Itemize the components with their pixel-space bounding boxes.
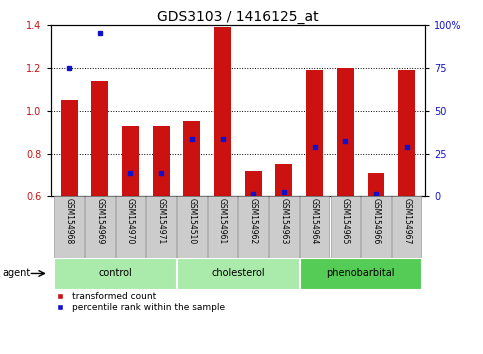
Text: GSM154961: GSM154961 [218,198,227,245]
Text: GSM154970: GSM154970 [126,198,135,245]
Text: GSM154963: GSM154963 [279,198,288,245]
Bar [239,196,268,258]
Bar [269,196,298,258]
Bar [330,196,360,258]
Text: GSM154968: GSM154968 [65,198,73,245]
Bar [245,171,262,196]
Text: GSM154967: GSM154967 [402,198,411,245]
Text: GSM154964: GSM154964 [310,198,319,245]
Bar [368,173,384,196]
Bar [208,196,237,258]
Bar [91,81,108,196]
Legend: transformed count, percentile rank within the sample: transformed count, percentile rank withi… [51,292,226,312]
Bar [116,196,145,258]
Text: GSM154510: GSM154510 [187,198,197,245]
Bar [214,27,231,196]
Bar [177,196,207,258]
Bar [306,70,323,196]
Text: GSM154971: GSM154971 [156,198,166,245]
Title: GDS3103 / 1416125_at: GDS3103 / 1416125_at [157,10,319,24]
Text: control: control [98,268,132,279]
Bar [361,196,391,258]
Bar [85,196,114,258]
Text: GSM154966: GSM154966 [371,198,381,245]
Bar [146,196,176,258]
Text: cholesterol: cholesterol [211,268,265,279]
Text: GSM154969: GSM154969 [95,198,104,245]
Bar [337,68,354,196]
Bar [398,70,415,196]
Bar [61,100,78,196]
Text: agent: agent [2,268,30,279]
Bar [55,258,176,289]
Bar [275,164,292,196]
Text: GSM154962: GSM154962 [249,198,258,245]
Text: phenobarbital: phenobarbital [327,268,395,279]
Bar [55,196,84,258]
Bar [392,196,421,258]
Text: GSM154965: GSM154965 [341,198,350,245]
Bar [300,196,329,258]
Bar [122,126,139,196]
Bar [177,258,298,289]
Bar [300,258,421,289]
Bar [153,126,170,196]
Bar [184,121,200,196]
